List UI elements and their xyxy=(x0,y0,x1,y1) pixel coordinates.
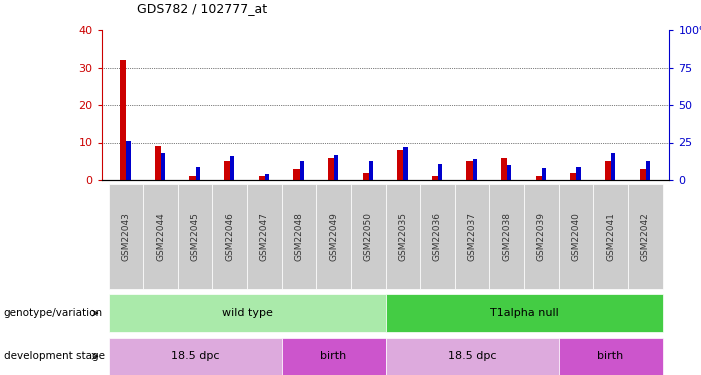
Bar xyxy=(196,166,200,180)
Bar xyxy=(576,166,580,180)
Text: 18.5 dpc: 18.5 dpc xyxy=(171,351,219,361)
Text: GSM22047: GSM22047 xyxy=(260,212,269,261)
Text: 18.5 dpc: 18.5 dpc xyxy=(448,351,496,361)
Bar xyxy=(397,150,403,180)
Text: GSM22044: GSM22044 xyxy=(156,212,165,261)
Text: GSM22045: GSM22045 xyxy=(191,212,200,261)
Text: GSM22036: GSM22036 xyxy=(433,212,442,261)
Text: T1alpha null: T1alpha null xyxy=(490,308,559,318)
Text: GSM22037: GSM22037 xyxy=(468,212,477,261)
Text: GSM22042: GSM22042 xyxy=(641,212,650,261)
Bar xyxy=(438,164,442,180)
Bar xyxy=(472,159,477,180)
Bar xyxy=(161,153,165,180)
Text: development stage: development stage xyxy=(4,351,104,361)
Text: GSM22046: GSM22046 xyxy=(225,212,234,261)
Bar xyxy=(501,158,508,180)
Bar xyxy=(120,60,126,180)
Bar xyxy=(230,156,234,180)
Bar xyxy=(334,154,339,180)
Bar xyxy=(536,176,542,180)
Bar xyxy=(224,161,230,180)
Bar xyxy=(646,160,650,180)
Bar xyxy=(362,172,369,180)
Text: wild type: wild type xyxy=(222,308,273,318)
Bar xyxy=(259,176,265,180)
Text: birth: birth xyxy=(597,351,624,361)
Text: GDS782 / 102777_at: GDS782 / 102777_at xyxy=(137,2,267,15)
Bar xyxy=(328,158,334,180)
Text: GSM22041: GSM22041 xyxy=(606,212,615,261)
Bar xyxy=(570,172,576,180)
Bar xyxy=(542,168,546,180)
Bar xyxy=(639,169,646,180)
Text: GSM22048: GSM22048 xyxy=(294,212,304,261)
Text: genotype/variation: genotype/variation xyxy=(4,308,102,318)
Bar xyxy=(432,176,438,180)
Bar xyxy=(508,165,512,180)
Bar xyxy=(611,153,615,180)
Bar xyxy=(369,160,373,180)
Text: GSM22043: GSM22043 xyxy=(121,212,130,261)
Bar xyxy=(605,161,611,180)
Text: GSM22038: GSM22038 xyxy=(502,212,511,261)
Text: GSM22050: GSM22050 xyxy=(364,212,373,261)
Bar xyxy=(293,169,299,180)
Bar xyxy=(265,174,269,180)
Bar xyxy=(466,161,472,180)
Bar xyxy=(403,147,407,180)
Bar xyxy=(126,141,130,180)
Bar xyxy=(189,176,196,180)
Text: birth: birth xyxy=(320,351,347,361)
Text: GSM22035: GSM22035 xyxy=(398,212,407,261)
Text: GSM22039: GSM22039 xyxy=(537,212,546,261)
Bar xyxy=(299,160,304,180)
Text: GSM22040: GSM22040 xyxy=(571,212,580,261)
Bar xyxy=(155,146,161,180)
Text: GSM22049: GSM22049 xyxy=(329,212,338,261)
